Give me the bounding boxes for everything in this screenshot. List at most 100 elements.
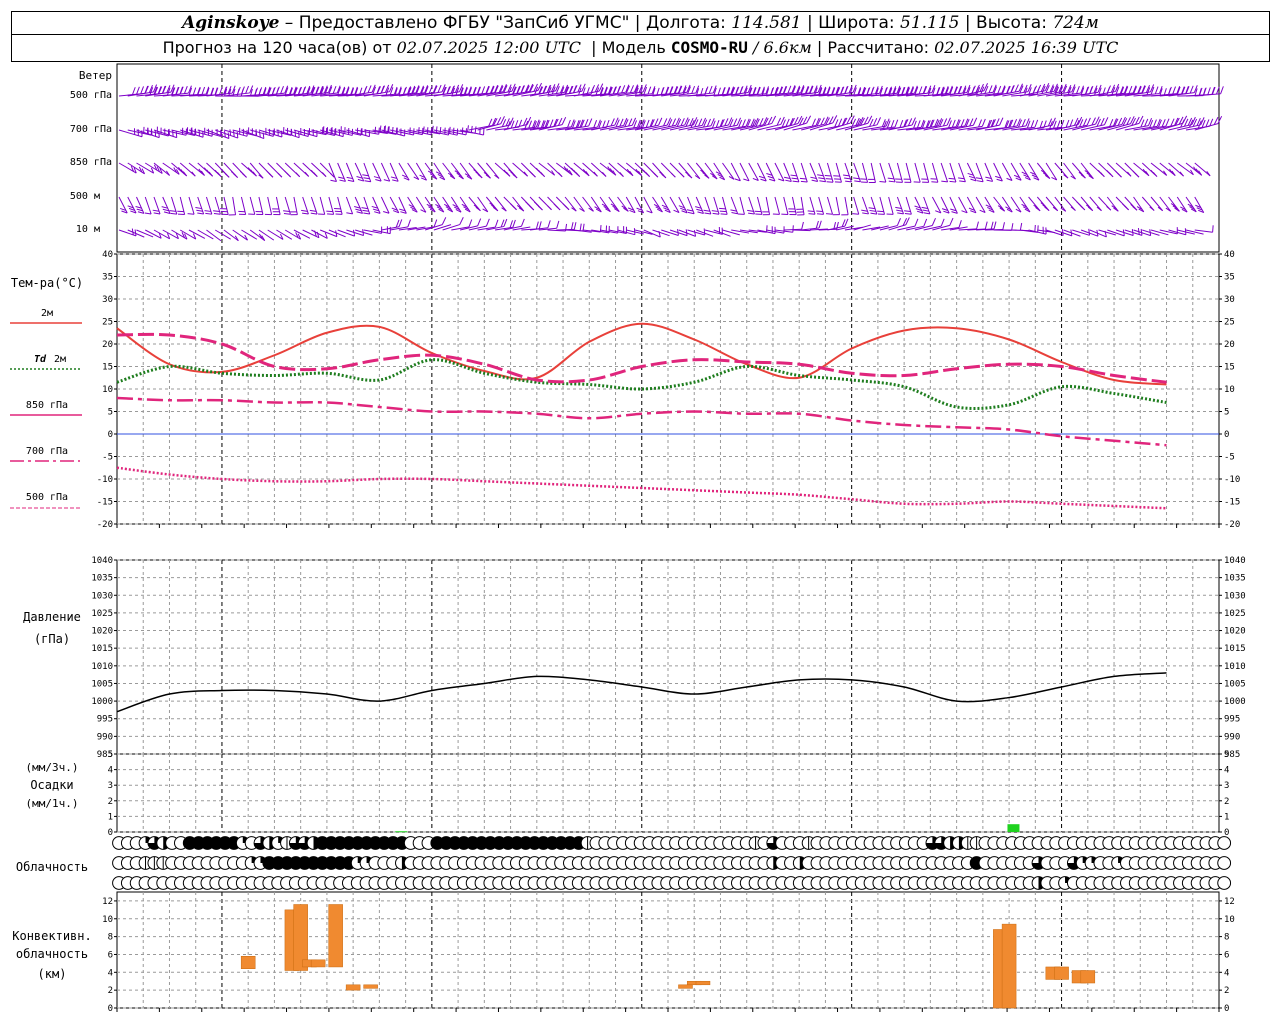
- temp-tick-label-left: -20: [97, 520, 113, 530]
- wind-barb-feather: [687, 211, 695, 215]
- wind-barb: [1141, 196, 1155, 211]
- wind-barb: [762, 196, 771, 216]
- wind-barb-feather: [464, 173, 471, 178]
- wind-barb-feather: [943, 210, 950, 214]
- wind-barb-feather: [1153, 119, 1157, 128]
- wind-barb-feather: [159, 168, 163, 174]
- wind-barb-staff: [765, 162, 776, 182]
- wind-barb-feather: [509, 117, 514, 126]
- wind-barb-feather: [295, 172, 301, 178]
- wind-barb-feather: [433, 85, 438, 94]
- wind-barb-staff: [1098, 229, 1116, 236]
- wind-barb-feather: [1170, 118, 1175, 127]
- wind-barb: [809, 162, 819, 182]
- wind-barb: [433, 126, 459, 136]
- wind-barb-feather: [1082, 118, 1088, 127]
- wind-barb-feather: [170, 212, 177, 215]
- wind-barb: [538, 162, 556, 176]
- wind-barb-feather: [599, 86, 604, 95]
- wind-barb-feather: [540, 120, 545, 128]
- wind-barb-feather: [560, 86, 565, 95]
- wind-barb-feather: [1097, 170, 1103, 175]
- wind-barb-staff: [687, 229, 705, 236]
- wind-barb-staff: [958, 125, 983, 131]
- wind-barb: [774, 162, 785, 182]
- wind-barb-staff: [669, 92, 696, 97]
- wind-barb: [976, 85, 1006, 97]
- wind-barb-feather: [747, 84, 752, 93]
- legend-500-label: 500 гПа: [26, 492, 68, 503]
- wind-barb-feather: [545, 119, 550, 128]
- wind-barb-feather: [541, 120, 546, 129]
- wind-barb-feather: [572, 120, 576, 129]
- wind-barb-feather: [815, 220, 819, 229]
- wind-barb-feather: [852, 213, 859, 215]
- wind-barb-feather: [726, 87, 731, 96]
- wind-barb-staff: [1150, 124, 1175, 131]
- wind-barb-feather: [735, 86, 740, 95]
- wind-barb: [468, 196, 481, 212]
- wind-barb-feather: [420, 86, 425, 95]
- wind-barb-feather: [1024, 87, 1028, 96]
- wind-barb-feather: [1040, 202, 1046, 207]
- wind-barb-feather: [779, 86, 784, 95]
- wind-barb-feather: [960, 119, 965, 127]
- wind-barb-staff: [897, 126, 922, 131]
- wind-barb-feather: [969, 118, 974, 127]
- wind-barb-feather: [459, 84, 464, 92]
- wind-barb-staff: [774, 162, 785, 182]
- wind-barb-feather: [594, 206, 600, 210]
- wind-barb-feather: [553, 118, 558, 127]
- wind-barb-feather: [640, 167, 646, 173]
- wind-barb-staff: [1133, 125, 1158, 131]
- wind-barb: [871, 225, 889, 231]
- wind-barb-staff: [258, 229, 275, 241]
- wind-barb-feather: [951, 211, 958, 214]
- wind-barb: [302, 84, 332, 97]
- wind-barb-feather: [634, 85, 639, 94]
- wind-barb: [345, 162, 355, 183]
- wind-barb-feather: [192, 233, 197, 240]
- wind-barb-feather: [435, 171, 442, 175]
- wind-barb-feather: [685, 171, 691, 177]
- wind-barb-feather: [806, 115, 812, 124]
- wind-barb-feather: [851, 118, 857, 127]
- wind-barb: [1063, 117, 1091, 131]
- wind-barb: [1071, 196, 1086, 211]
- wind-barb-feather: [747, 209, 754, 212]
- wind-barb: [1106, 196, 1119, 212]
- wind-barb-feather: [542, 85, 548, 94]
- precip-unit-1h: (мм/1ч.): [26, 797, 79, 810]
- wind-barb-feather: [473, 169, 479, 174]
- wind-barb: [512, 119, 540, 131]
- wind-barb-staff: [1176, 162, 1194, 176]
- wind-barb: [783, 85, 813, 97]
- wind-barb: [1168, 116, 1196, 131]
- wind-barb-staff: [1089, 125, 1114, 131]
- wind-barb: [678, 196, 688, 214]
- wind-barb-feather: [585, 171, 590, 177]
- wind-barb-feather: [398, 87, 402, 96]
- wind-barb-feather: [1100, 117, 1105, 126]
- temp-tick-label-right: 10: [1224, 385, 1235, 395]
- wind-barb-feather: [798, 117, 804, 126]
- wind-barb: [135, 196, 145, 214]
- wind-barb: [634, 196, 645, 214]
- wind-barb: [249, 229, 266, 242]
- pres-tick-label-right: 1020: [1224, 627, 1246, 637]
- wind-barb-feather: [693, 230, 697, 237]
- wind-barb-feather: [682, 85, 687, 94]
- temp-tick-label-right: -15: [1224, 498, 1240, 508]
- wind-barb-feather: [1086, 204, 1092, 209]
- wind-barb: [747, 196, 755, 215]
- wind-barb-feather: [144, 212, 152, 215]
- wind-barb-feather: [1176, 86, 1181, 94]
- wind-barb-staff: [136, 196, 145, 214]
- wind-barb-feather: [200, 170, 205, 176]
- temp-tick-label-right: 5: [1224, 408, 1229, 418]
- wind-barb: [152, 196, 161, 215]
- wind-barb-feather: [760, 178, 767, 182]
- wind-barb-staff: [1168, 162, 1184, 177]
- wind-barb-feather: [534, 86, 539, 95]
- wind-barb-feather: [420, 209, 427, 213]
